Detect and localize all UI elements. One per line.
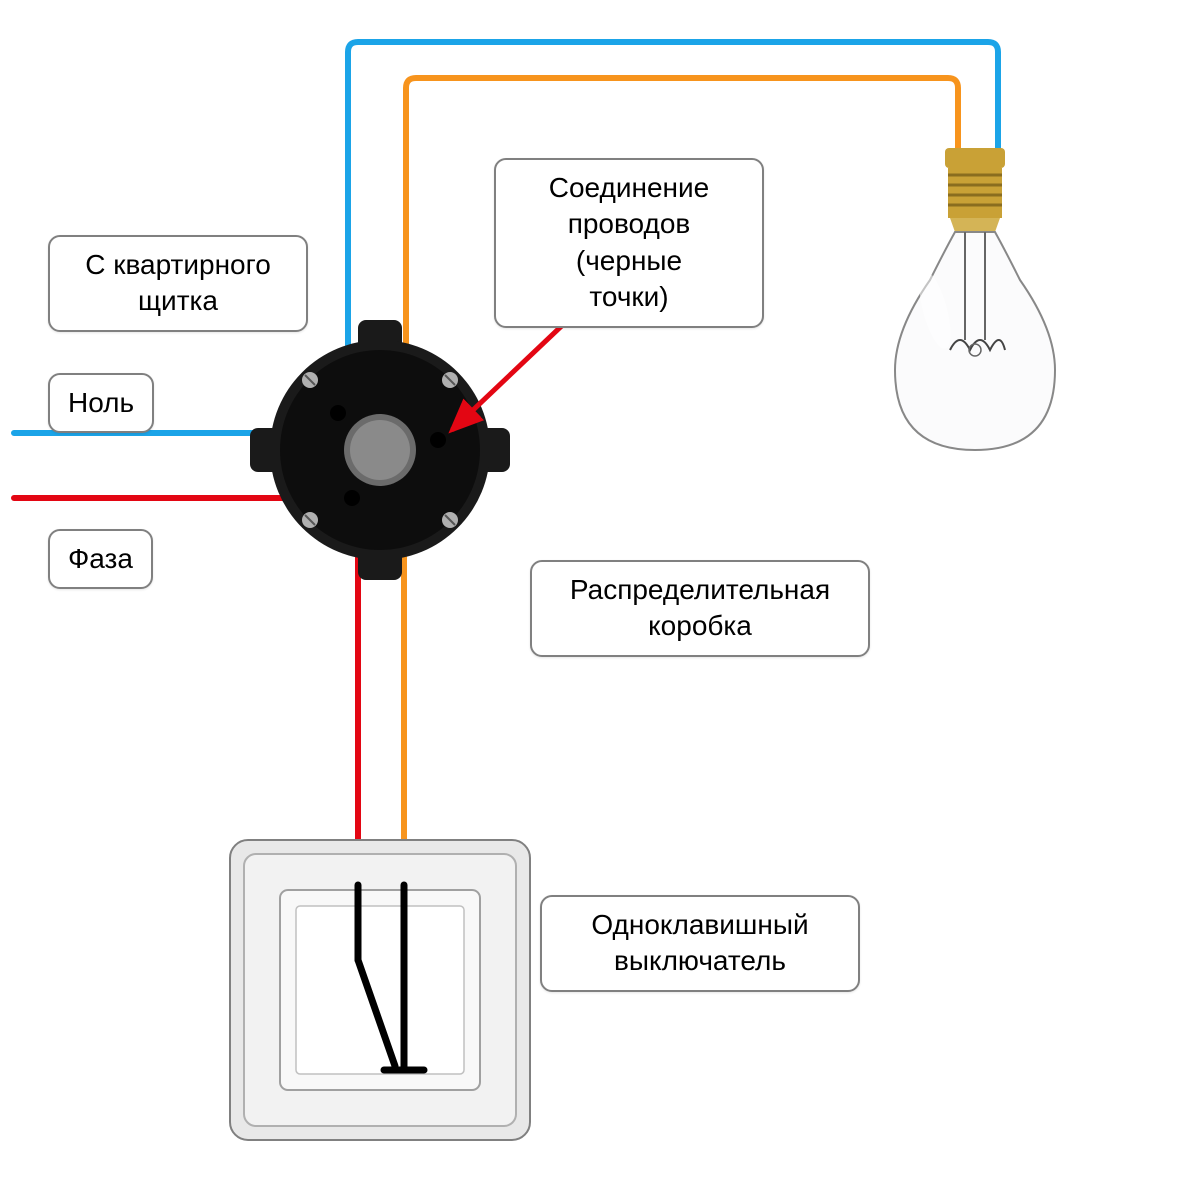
junction-dot-load <box>430 432 446 448</box>
pointer-junction-box <box>480 530 528 585</box>
junction-dot-neutral <box>330 405 346 421</box>
label-junction-box: Распределительнаякоробка <box>530 560 870 657</box>
label-phase: Фаза <box>48 529 153 589</box>
label-phase-text: Фаза <box>68 543 133 574</box>
label-neutral-text: Ноль <box>68 387 134 418</box>
label-panel-source-text: С квартирногощитка <box>85 249 271 316</box>
switch-dot-phase <box>350 877 366 893</box>
label-junction-box-text: Распределительнаякоробка <box>570 574 830 641</box>
pointer-connection <box>452 318 570 430</box>
label-switch: Одноклавишныйвыключатель <box>540 895 860 992</box>
bulb-icon <box>895 148 1055 450</box>
junction-box-icon <box>250 320 510 580</box>
switch-dot-load <box>396 877 412 893</box>
junction-dot-phase <box>344 490 360 506</box>
label-connection: Соединениепроводов(черныеточки) <box>494 158 764 328</box>
switch-icon <box>230 840 530 1140</box>
label-connection-text: Соединениепроводов(черныеточки) <box>549 172 709 312</box>
label-switch-text: Одноклавишныйвыключатель <box>591 909 808 976</box>
label-neutral: Ноль <box>48 373 154 433</box>
pointer-switch <box>485 930 538 960</box>
label-panel-source: С квартирногощитка <box>48 235 308 332</box>
